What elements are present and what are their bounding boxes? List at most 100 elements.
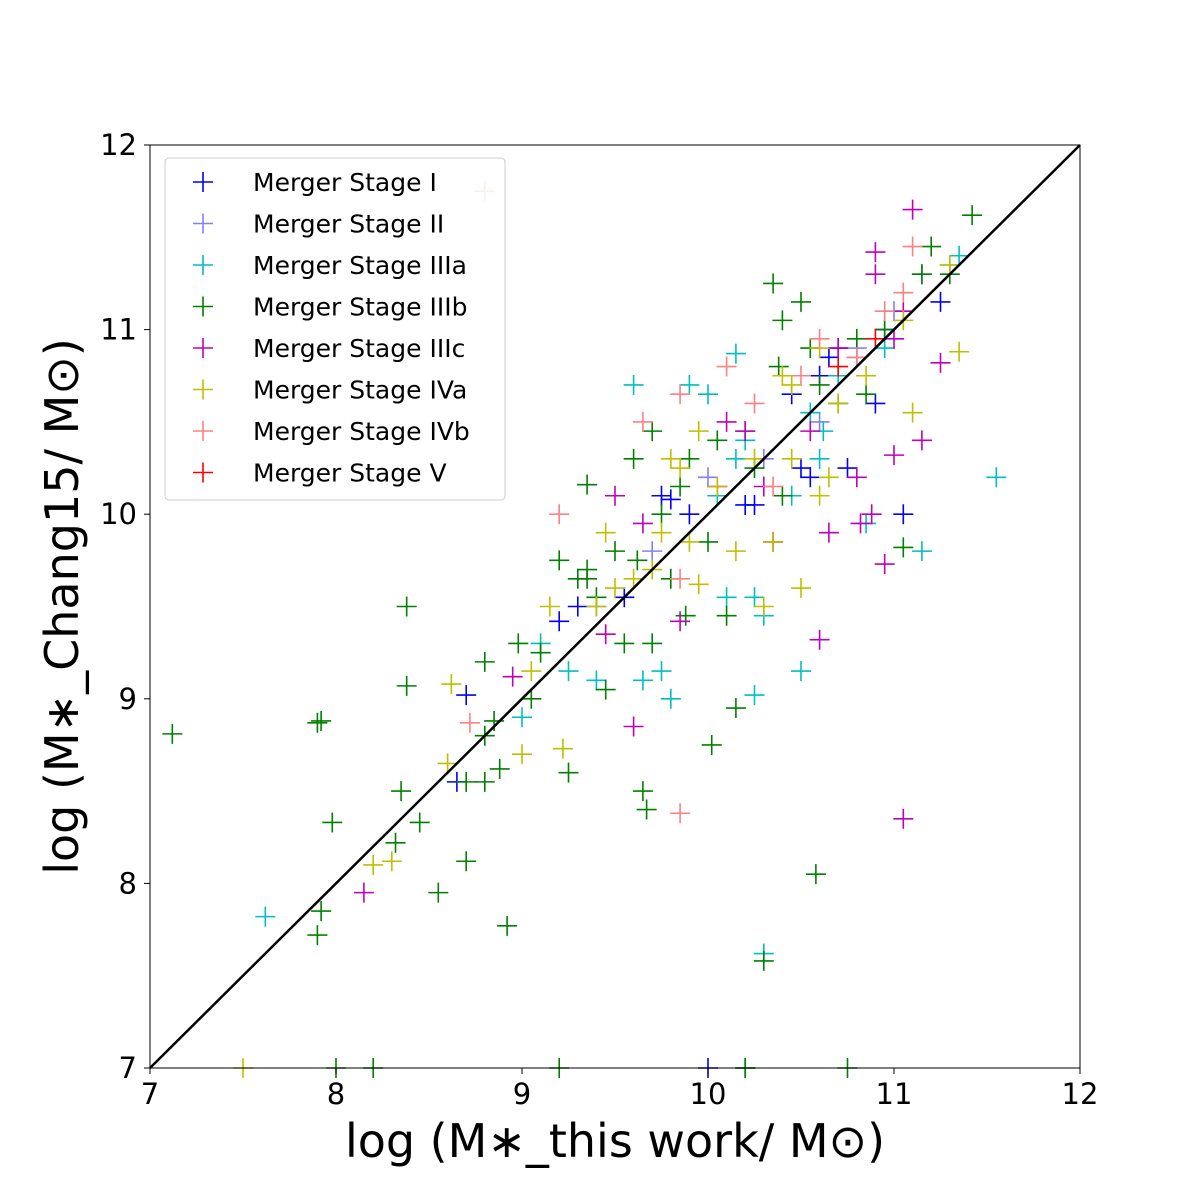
data-point bbox=[809, 411, 830, 432]
data-point bbox=[642, 541, 663, 562]
legend-label: Merger Stage IIIa bbox=[253, 251, 467, 280]
data-point bbox=[744, 685, 765, 706]
data-point bbox=[725, 698, 746, 719]
data-point bbox=[846, 347, 867, 368]
y-tick-label: 8 bbox=[119, 866, 137, 900]
data-point bbox=[725, 541, 746, 562]
y-axis-ticks: 7 8 9 10 11 12 bbox=[100, 128, 150, 1085]
legend-label: Merger Stage IIIc bbox=[253, 334, 465, 363]
legend-item: Merger Stage IIIb bbox=[193, 293, 467, 322]
data-point bbox=[809, 374, 830, 395]
data-point bbox=[660, 448, 681, 469]
data-point bbox=[456, 685, 477, 706]
data-point bbox=[856, 365, 877, 386]
legend-box bbox=[164, 157, 506, 501]
legend-marker bbox=[193, 296, 213, 317]
data-point bbox=[701, 734, 722, 755]
data-point bbox=[508, 633, 529, 654]
legend-label: Merger Stage I bbox=[253, 168, 437, 197]
data-point bbox=[846, 328, 867, 349]
data-point bbox=[763, 476, 784, 497]
data-point bbox=[911, 264, 932, 285]
data-point bbox=[558, 661, 579, 682]
data-point bbox=[586, 670, 607, 691]
data-point bbox=[679, 374, 700, 395]
legend-item: Merger Stage V bbox=[193, 459, 447, 488]
legend-item: Merger Stage IVa bbox=[193, 376, 467, 405]
data-point bbox=[809, 629, 830, 650]
data-point bbox=[512, 707, 532, 728]
data-point bbox=[772, 365, 793, 386]
data-point bbox=[474, 651, 495, 672]
data-point bbox=[809, 485, 830, 506]
data-point bbox=[698, 531, 718, 552]
legend-item: Merger Stage I bbox=[193, 168, 437, 197]
data-point bbox=[763, 531, 784, 552]
data-point bbox=[902, 402, 923, 423]
x-axis-ticks: 7 8 9 10 11 12 bbox=[141, 1068, 1098, 1111]
one-to-one-line bbox=[149, 144, 1081, 1069]
data-point bbox=[502, 666, 523, 687]
data-point bbox=[363, 854, 384, 875]
data-point bbox=[679, 504, 700, 525]
data-point bbox=[809, 448, 830, 469]
data-point bbox=[577, 474, 598, 495]
data-point bbox=[307, 925, 328, 946]
data-point bbox=[753, 596, 774, 617]
data-point bbox=[489, 758, 510, 779]
data-point bbox=[893, 537, 914, 558]
data-point bbox=[865, 393, 886, 414]
data-point bbox=[763, 273, 784, 294]
legend-item: Merger Stage IIIa bbox=[193, 251, 467, 280]
legend: Merger Stage I Merger Stage II Merger Stag… bbox=[164, 157, 506, 501]
x-tick-label: 9 bbox=[513, 1077, 531, 1111]
data-point bbox=[605, 485, 625, 506]
x-tick-label: 8 bbox=[327, 1077, 345, 1111]
data-point bbox=[660, 688, 681, 709]
data-point bbox=[381, 851, 402, 872]
data-point bbox=[949, 341, 970, 362]
data-point bbox=[707, 476, 728, 497]
data-point bbox=[670, 476, 691, 497]
legend-marker bbox=[193, 462, 213, 483]
data-point bbox=[716, 411, 737, 432]
data-point bbox=[162, 723, 183, 744]
data-point bbox=[800, 467, 821, 488]
data-point bbox=[930, 352, 951, 373]
legend-label: Merger Stage IIIb bbox=[253, 293, 467, 322]
legend-label: Merger Stage IVa bbox=[253, 376, 467, 405]
data-point bbox=[627, 550, 648, 571]
data-point bbox=[530, 642, 551, 663]
data-point bbox=[939, 254, 960, 275]
data-point bbox=[549, 611, 570, 632]
series-8 bbox=[828, 328, 886, 377]
data-point bbox=[716, 587, 737, 608]
x-axis-title: log (M∗_this work/ M⊙) bbox=[345, 1114, 885, 1168]
data-point bbox=[651, 485, 672, 506]
data-point bbox=[605, 541, 625, 562]
data-point bbox=[884, 328, 904, 349]
data-point bbox=[911, 541, 932, 562]
y-tick-label: 12 bbox=[100, 128, 137, 162]
data-point bbox=[716, 605, 737, 626]
y-tick-label: 7 bbox=[119, 1051, 137, 1085]
data-point bbox=[818, 467, 839, 488]
data-point bbox=[437, 753, 458, 774]
data-point bbox=[311, 710, 332, 731]
data-point bbox=[828, 356, 849, 377]
data-point bbox=[744, 393, 765, 414]
data-point bbox=[651, 522, 672, 543]
data-point bbox=[716, 356, 737, 377]
data-point bbox=[768, 356, 789, 377]
data-point bbox=[707, 430, 728, 451]
x-tick-label: 11 bbox=[876, 1077, 913, 1111]
data-point bbox=[884, 445, 904, 466]
data-point bbox=[781, 448, 802, 469]
legend-label: Merger Stage II bbox=[253, 210, 444, 239]
data-point bbox=[512, 744, 532, 765]
data-point bbox=[670, 384, 691, 405]
data-point bbox=[642, 633, 663, 654]
data-point bbox=[850, 513, 871, 534]
data-point bbox=[497, 915, 518, 936]
